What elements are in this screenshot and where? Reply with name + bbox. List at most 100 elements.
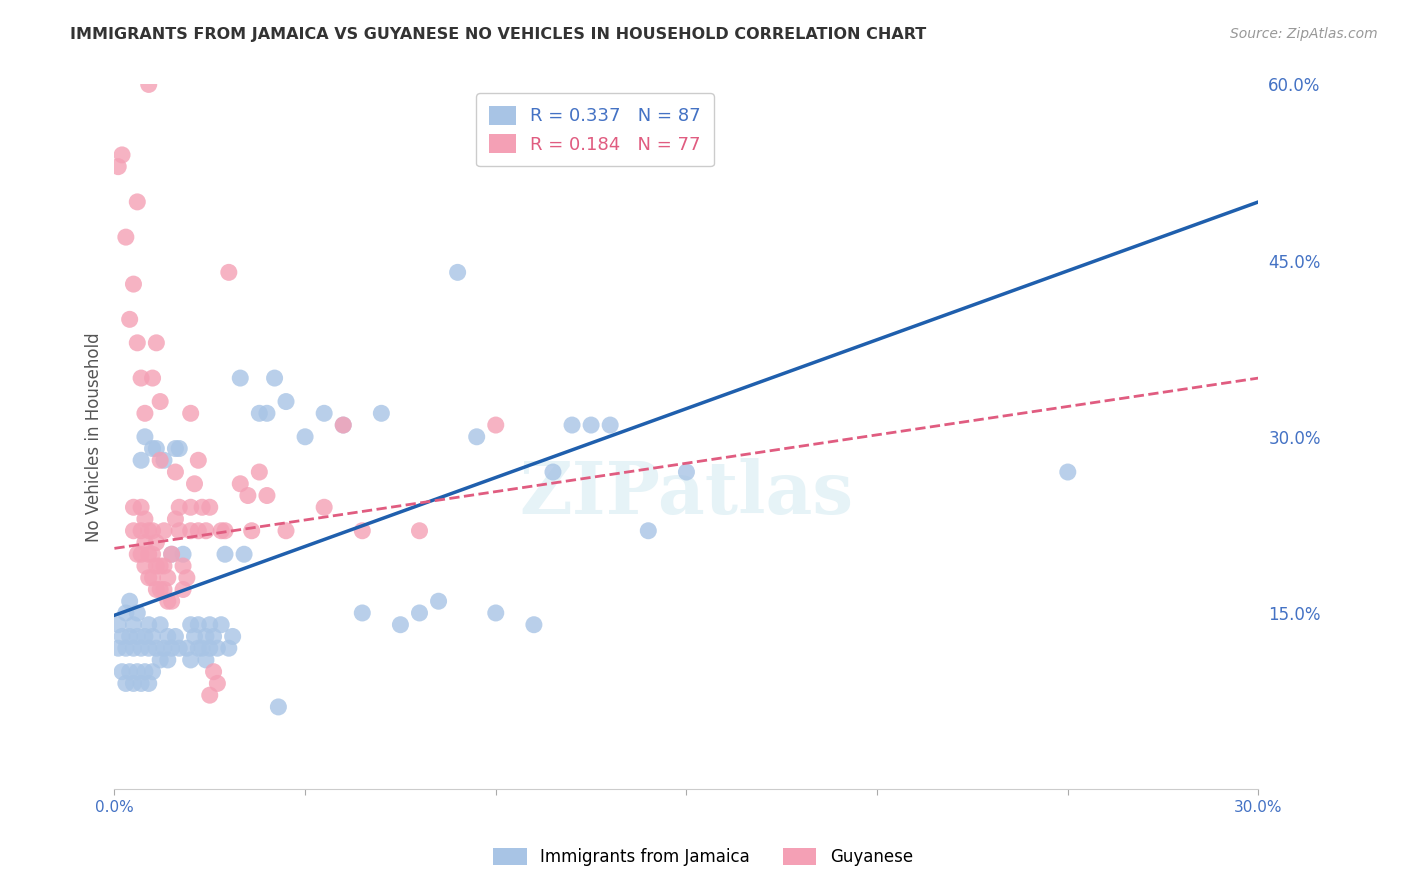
Point	[427, 594, 450, 608]
Point	[194, 524, 217, 538]
Point	[389, 617, 412, 632]
Point	[675, 465, 697, 479]
Point	[107, 160, 129, 174]
Point	[247, 465, 270, 479]
Point	[218, 265, 240, 279]
Point	[149, 559, 172, 574]
Point	[127, 335, 149, 350]
Point	[134, 559, 156, 574]
Point	[153, 641, 176, 656]
Point	[153, 582, 176, 597]
Point	[134, 665, 156, 679]
Point	[141, 630, 163, 644]
Point	[214, 524, 236, 538]
Point	[118, 665, 141, 679]
Point	[446, 265, 468, 279]
Y-axis label: No Vehicles in Household: No Vehicles in Household	[86, 332, 103, 541]
Point	[141, 571, 163, 585]
Point	[314, 500, 336, 515]
Point	[233, 547, 256, 561]
Point	[167, 641, 190, 656]
Point	[314, 406, 336, 420]
Point	[107, 617, 129, 632]
Point	[127, 194, 149, 209]
Point	[541, 465, 564, 479]
Point	[180, 406, 202, 420]
Point	[134, 535, 156, 549]
Point	[267, 700, 290, 714]
Point	[229, 476, 252, 491]
Point	[118, 630, 141, 644]
Point	[172, 559, 194, 574]
Point	[115, 230, 138, 244]
Point	[294, 430, 316, 444]
Point	[149, 617, 172, 632]
Point	[172, 582, 194, 597]
Point	[138, 547, 160, 561]
Point	[194, 653, 217, 667]
Point	[129, 371, 152, 385]
Point	[207, 641, 229, 656]
Point	[111, 665, 134, 679]
Legend: R = 0.337   N = 87, R = 0.184   N = 77: R = 0.337 N = 87, R = 0.184 N = 77	[477, 94, 714, 167]
Point	[115, 606, 138, 620]
Point	[465, 430, 488, 444]
Point	[176, 571, 198, 585]
Point	[172, 547, 194, 561]
Point	[180, 500, 202, 515]
Point	[145, 535, 167, 549]
Point	[111, 148, 134, 162]
Point	[149, 394, 172, 409]
Point	[1056, 465, 1078, 479]
Point	[187, 641, 209, 656]
Point	[122, 617, 145, 632]
Point	[263, 371, 285, 385]
Point	[153, 524, 176, 538]
Point	[115, 676, 138, 690]
Point	[202, 665, 225, 679]
Point	[141, 547, 163, 561]
Point	[165, 465, 187, 479]
Point	[209, 524, 232, 538]
Point	[115, 641, 138, 656]
Point	[145, 582, 167, 597]
Point	[332, 418, 354, 433]
Point	[156, 571, 179, 585]
Point	[229, 371, 252, 385]
Point	[408, 524, 430, 538]
Point	[561, 418, 583, 433]
Point	[149, 582, 172, 597]
Point	[107, 641, 129, 656]
Point	[122, 641, 145, 656]
Point	[141, 371, 163, 385]
Point	[176, 641, 198, 656]
Point	[127, 630, 149, 644]
Text: IMMIGRANTS FROM JAMAICA VS GUYANESE NO VEHICLES IN HOUSEHOLD CORRELATION CHART: IMMIGRANTS FROM JAMAICA VS GUYANESE NO V…	[70, 27, 927, 42]
Point	[122, 500, 145, 515]
Point	[160, 547, 183, 561]
Point	[149, 653, 172, 667]
Point	[160, 547, 183, 561]
Point	[167, 442, 190, 456]
Text: Source: ZipAtlas.com: Source: ZipAtlas.com	[1230, 27, 1378, 41]
Point	[141, 442, 163, 456]
Point	[160, 594, 183, 608]
Point	[118, 594, 141, 608]
Point	[127, 665, 149, 679]
Point	[156, 630, 179, 644]
Point	[274, 394, 297, 409]
Point	[134, 630, 156, 644]
Point	[129, 676, 152, 690]
Point	[180, 524, 202, 538]
Point	[180, 653, 202, 667]
Point	[202, 630, 225, 644]
Point	[141, 524, 163, 538]
Point	[256, 406, 278, 420]
Point	[523, 617, 546, 632]
Point	[138, 78, 160, 92]
Point	[485, 418, 508, 433]
Point	[145, 335, 167, 350]
Point	[129, 547, 152, 561]
Point	[187, 524, 209, 538]
Point	[138, 641, 160, 656]
